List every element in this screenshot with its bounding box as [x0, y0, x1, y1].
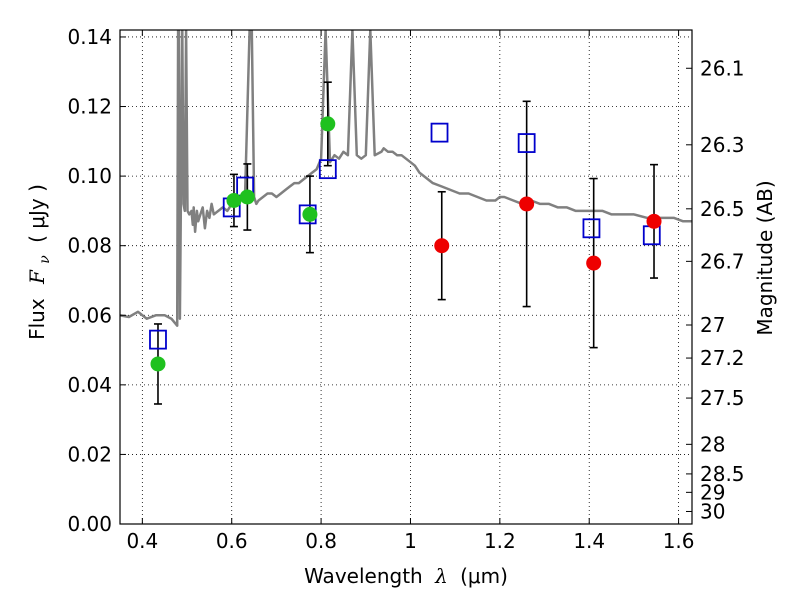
x-tick-label: 1 [404, 529, 417, 553]
model-square [582, 218, 601, 239]
red-point [586, 255, 602, 271]
model-square [149, 329, 167, 350]
y2-tick-label: 27 [700, 313, 725, 337]
y-tick-label: 0.02 [67, 442, 112, 466]
y2-tick-label: 26.1 [700, 56, 745, 80]
red-point [519, 196, 535, 212]
y2-tick-label: 28 [700, 432, 725, 456]
y-ticks: 0.00 0.02 0.04 0.06 0.08 0.10 0.12 0.14 [67, 25, 126, 536]
x-axis-label: Wavelength λ (μm) [304, 564, 508, 588]
y-tick-label: 0.08 [67, 234, 112, 258]
y2-tick-label: 27.2 [700, 346, 745, 370]
y-axis-label: Flux F ν ( μJy ) [25, 184, 54, 340]
y2-tick-label: 28.5 [700, 462, 745, 486]
red-point [646, 213, 662, 229]
grid [120, 30, 692, 525]
x-axis-label-unit: (μm) [460, 564, 508, 588]
x-tick-label: 1.6 [663, 529, 695, 553]
y-axis-label-subscript: ν [37, 255, 53, 264]
y2-tick-label: 26.7 [700, 249, 745, 273]
y2-tick-label: 26.5 [700, 197, 745, 221]
green-point [302, 206, 318, 222]
x-ticks: 0.4 0.6 0.8 1 1.2 1.4 1.6 [126, 30, 695, 553]
x-tick-label: 0.6 [216, 529, 248, 553]
y-tick-label: 0.04 [67, 373, 112, 397]
green-point [226, 192, 242, 208]
y-tick-label: 0.06 [67, 303, 112, 327]
x-axis-label-symbol: λ [434, 564, 448, 588]
model-square [430, 122, 449, 143]
model-square [318, 159, 337, 180]
y-tick-label: 0.00 [67, 512, 112, 536]
y-axis-label-unit: ( μJy ) [25, 184, 49, 243]
red-point [434, 238, 450, 254]
x-axis-label-text: Wavelength [304, 564, 423, 588]
y2-tick-label: 30 [700, 499, 725, 523]
y-axis-label-text: Flux [25, 298, 49, 340]
x-tick-label: 1.4 [573, 529, 605, 553]
y2-tick-label: 29 [700, 480, 725, 504]
plot-area [120, 30, 692, 405]
y2-axis-label: Magnitude (AB) [753, 180, 777, 335]
y-tick-label: 0.12 [67, 95, 112, 119]
y2-tick-label: 27.5 [700, 386, 745, 410]
y2-tick-label: 26.3 [700, 133, 745, 157]
plot-frame [119, 29, 693, 525]
y-tick-label: 0.14 [67, 25, 112, 49]
model-square [517, 133, 536, 153]
y-tick-label: 0.10 [67, 164, 112, 188]
x-tick-label: 1.2 [484, 529, 516, 553]
green-point [239, 189, 255, 205]
y-axis-label-symbol: F [25, 269, 49, 285]
green-point [320, 116, 336, 132]
x-tick-label: 0.8 [305, 529, 337, 553]
model-square [642, 225, 661, 246]
green-point [150, 356, 166, 372]
spectrum-line [120, 30, 692, 327]
x-tick-label: 0.4 [126, 529, 158, 553]
